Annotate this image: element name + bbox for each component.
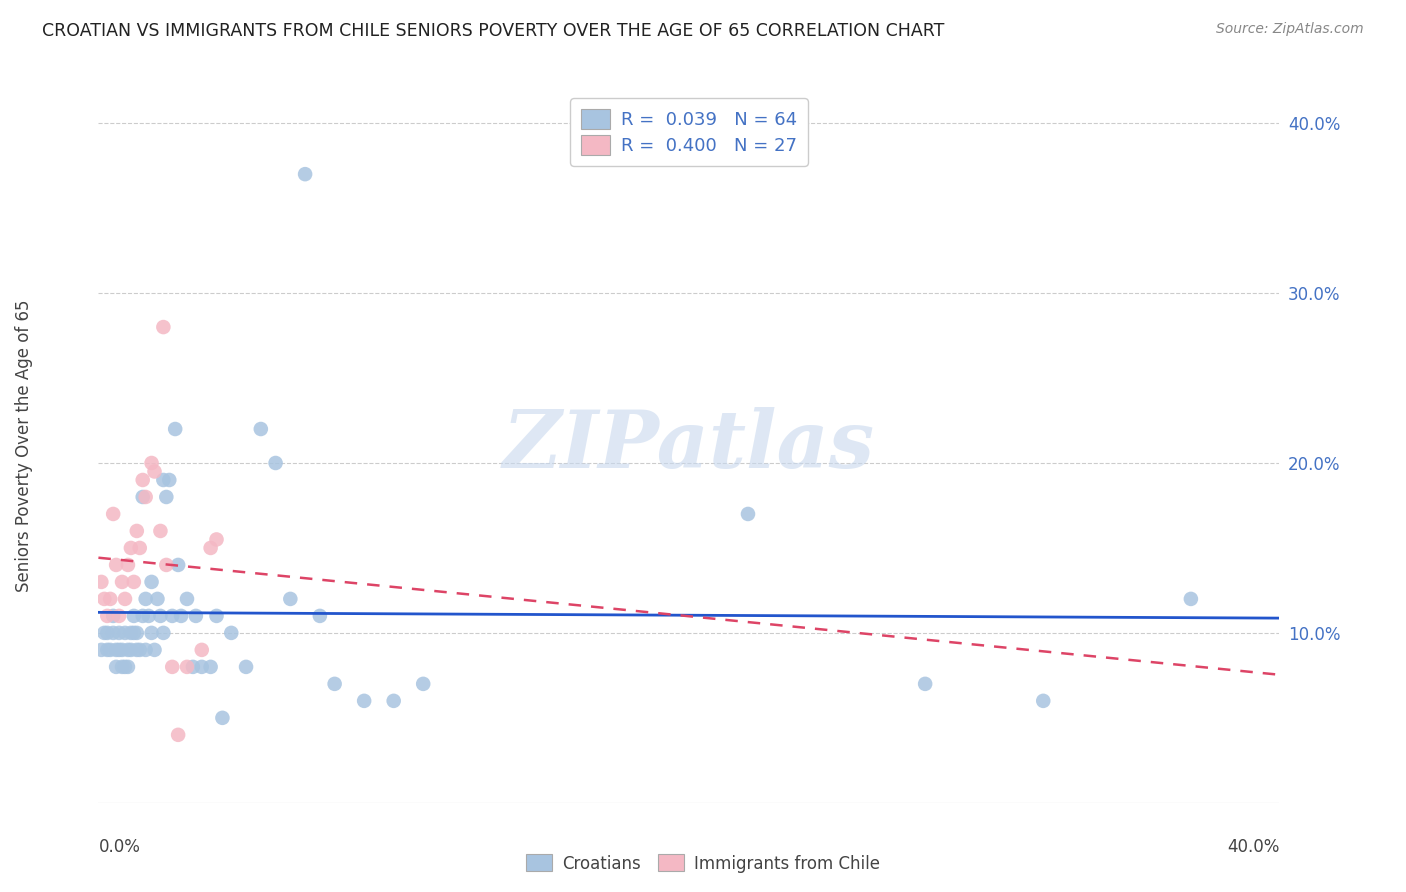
- Point: [141, 574, 163, 589]
- Point: [152, 626, 174, 640]
- Point: [108, 608, 131, 623]
- Point: [184, 608, 207, 623]
- Point: [167, 558, 190, 572]
- Point: [162, 660, 183, 674]
- Point: [132, 608, 155, 623]
- Point: [128, 541, 150, 555]
- Point: [219, 626, 242, 640]
- Point: [135, 591, 157, 606]
- Point: [165, 422, 187, 436]
- Point: [122, 574, 145, 589]
- Point: [114, 626, 136, 640]
- Text: Seniors Poverty Over the Age of 65: Seniors Poverty Over the Age of 65: [15, 300, 34, 592]
- Point: [108, 626, 131, 640]
- Point: [141, 456, 163, 470]
- Point: [1180, 591, 1202, 606]
- Point: [309, 608, 332, 623]
- Point: [120, 541, 142, 555]
- Point: [1032, 694, 1054, 708]
- Point: [146, 591, 169, 606]
- Point: [125, 524, 148, 538]
- Point: [105, 660, 128, 674]
- Point: [105, 643, 128, 657]
- Point: [278, 591, 302, 606]
- Point: [98, 591, 121, 606]
- Text: 0.0%: 0.0%: [98, 838, 141, 856]
- Point: [152, 473, 174, 487]
- Point: [149, 524, 172, 538]
- Point: [191, 643, 214, 657]
- Point: [108, 643, 131, 657]
- Point: [143, 465, 166, 479]
- Point: [155, 558, 177, 572]
- Point: [117, 558, 139, 572]
- Point: [294, 167, 316, 181]
- Text: ZIPatlas: ZIPatlas: [503, 408, 875, 484]
- Point: [132, 490, 155, 504]
- Point: [211, 711, 233, 725]
- Point: [157, 473, 180, 487]
- Point: [141, 626, 163, 640]
- Point: [111, 660, 134, 674]
- Point: [167, 728, 190, 742]
- Point: [138, 608, 160, 623]
- Point: [117, 660, 139, 674]
- Point: [176, 660, 198, 674]
- Point: [96, 626, 118, 640]
- Legend: R =  0.039   N = 64, R =  0.400   N = 27: R = 0.039 N = 64, R = 0.400 N = 27: [571, 98, 807, 166]
- Point: [737, 507, 759, 521]
- Point: [143, 643, 166, 657]
- Point: [382, 694, 405, 708]
- Point: [235, 660, 257, 674]
- Point: [103, 507, 125, 521]
- Point: [117, 643, 139, 657]
- Point: [152, 320, 174, 334]
- Point: [353, 694, 375, 708]
- Point: [176, 591, 198, 606]
- Point: [120, 626, 142, 640]
- Point: [103, 608, 125, 623]
- Point: [125, 643, 148, 657]
- Point: [135, 490, 157, 504]
- Point: [170, 608, 193, 623]
- Point: [200, 541, 222, 555]
- Point: [93, 626, 115, 640]
- Point: [114, 591, 136, 606]
- Legend: Croatians, Immigrants from Chile: Croatians, Immigrants from Chile: [519, 847, 887, 880]
- Point: [914, 677, 936, 691]
- Point: [120, 643, 142, 657]
- Point: [98, 643, 121, 657]
- Point: [162, 608, 183, 623]
- Point: [200, 660, 222, 674]
- Point: [250, 422, 273, 436]
- Text: Source: ZipAtlas.com: Source: ZipAtlas.com: [1216, 22, 1364, 37]
- Point: [96, 608, 118, 623]
- Point: [135, 643, 157, 657]
- Point: [103, 626, 125, 640]
- Point: [155, 490, 177, 504]
- Point: [205, 533, 228, 547]
- Point: [323, 677, 346, 691]
- Point: [96, 643, 118, 657]
- Point: [111, 643, 134, 657]
- Point: [132, 473, 155, 487]
- Point: [125, 626, 148, 640]
- Point: [111, 574, 134, 589]
- Point: [114, 660, 136, 674]
- Point: [191, 660, 214, 674]
- Point: [90, 574, 112, 589]
- Point: [122, 608, 145, 623]
- Text: CROATIAN VS IMMIGRANTS FROM CHILE SENIORS POVERTY OVER THE AGE OF 65 CORRELATION: CROATIAN VS IMMIGRANTS FROM CHILE SENIOR…: [42, 22, 945, 40]
- Text: 40.0%: 40.0%: [1227, 838, 1279, 856]
- Point: [264, 456, 287, 470]
- Point: [149, 608, 172, 623]
- Point: [122, 626, 145, 640]
- Point: [93, 591, 115, 606]
- Point: [128, 643, 150, 657]
- Point: [205, 608, 228, 623]
- Point: [105, 558, 128, 572]
- Point: [90, 643, 112, 657]
- Point: [181, 660, 204, 674]
- Point: [412, 677, 434, 691]
